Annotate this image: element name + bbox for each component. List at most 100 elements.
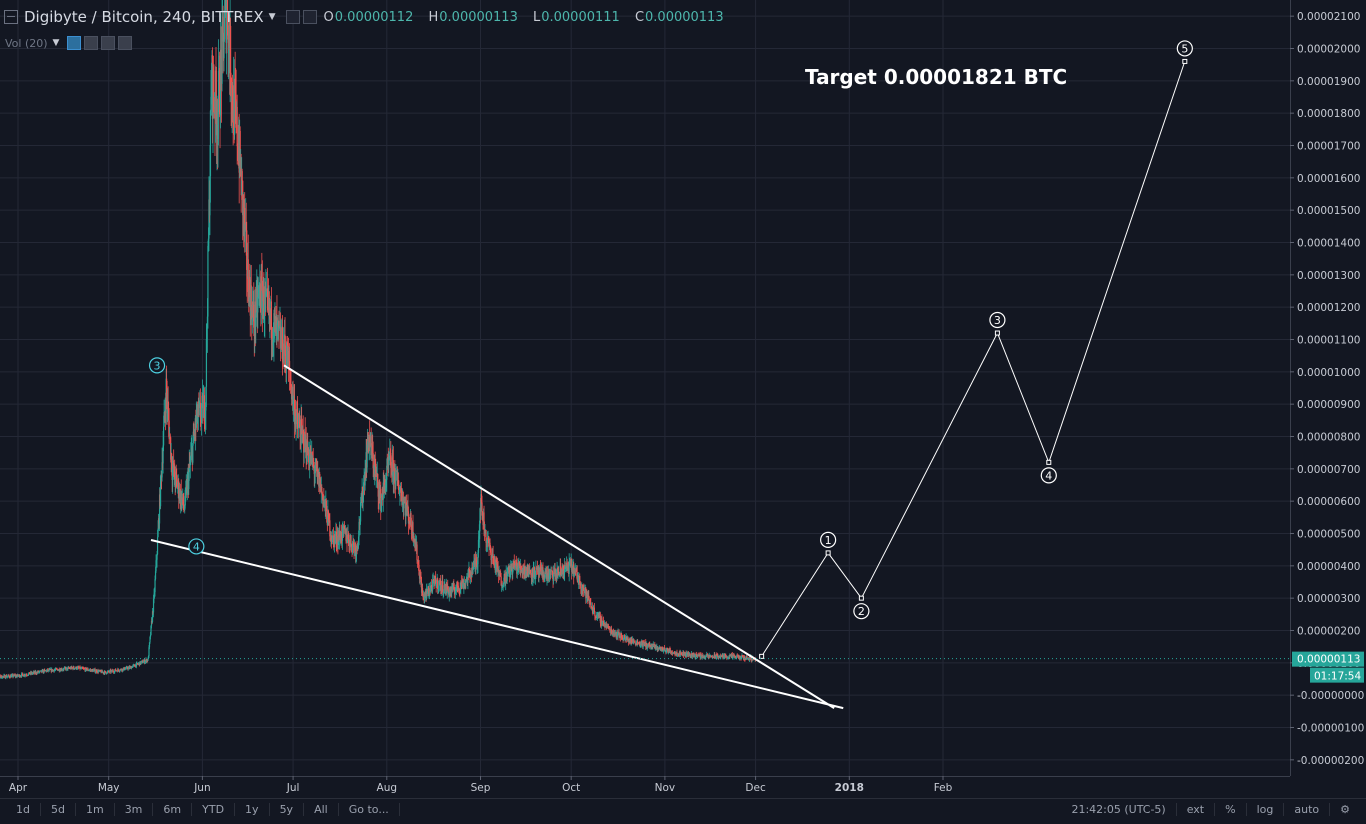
close-icon[interactable] [118,36,132,50]
wave-label: 4 [1045,469,1052,482]
percent-toggle[interactable]: % [1215,803,1246,816]
y-tick-label: 0.00000600 [1297,496,1360,508]
last-price-label: 0.00000113 [1297,654,1360,666]
volume-label[interactable]: Vol (20) [5,37,48,50]
x-tick-label: Dec [745,782,766,794]
y-tick-label: -0.00000200 [1297,755,1364,767]
menu-icon[interactable] [4,10,18,24]
y-tick-label: 0.00001900 [1297,76,1360,88]
range-button[interactable]: 3m [115,803,154,816]
range-button[interactable]: 1m [76,803,115,816]
y-tick-label: 0.00002100 [1297,11,1360,23]
low-value: 0.00000111 [541,10,620,25]
plus-icon[interactable] [101,36,115,50]
ohlc-values: O0.00000112 H0.00000113 L0.00000111 C0.0… [324,10,735,25]
chevron-down-icon[interactable]: ▼ [269,12,276,22]
candle-body [154,579,155,592]
y-tick-label: 0.00000900 [1297,399,1360,411]
y-tick-label: 0.00002000 [1297,44,1360,56]
wave-point[interactable] [826,551,830,555]
settings-gear-icon[interactable]: ⚙ [1330,803,1360,816]
candle-body [671,651,672,652]
candle-body [635,642,636,643]
high-key: H [428,10,438,25]
y-tick-label: 0.00001700 [1297,141,1360,153]
y-tick-label: 0.00001200 [1297,302,1360,314]
candle-body [73,667,74,669]
y-tick-label: 0.00000300 [1297,593,1360,605]
wave-point[interactable] [1183,59,1187,63]
candle-body [157,537,158,554]
range-button[interactable]: All [304,803,339,816]
x-tick-label: Apr [9,782,28,794]
candle-body [207,246,208,317]
candle-body [544,573,545,579]
candle-body [594,608,595,612]
candle-body [237,107,238,146]
range-button[interactable]: 5d [41,803,76,816]
price-axis[interactable]: 0.000021000.000020000.000019000.00001800… [1290,0,1366,776]
candle-body [367,451,368,468]
wave-point[interactable] [1047,460,1051,464]
trendline[interactable] [284,365,834,708]
candle-body [142,663,143,664]
target-annotation: Target 0.00001821 BTC [805,65,1067,89]
eye-icon[interactable] [67,36,81,50]
range-button[interactable]: 1d [6,803,41,816]
range-button[interactable]: 1y [235,803,270,816]
symbol-title[interactable]: Digibyte / Bitcoin, 240, BITTREX [24,8,264,26]
y-tick-label: 0.00001600 [1297,173,1360,185]
wave-label: 1 [825,534,832,547]
y-tick-label: 0.00000500 [1297,529,1360,541]
chart-options: 21:42:05 (UTC-5) ext % log auto ⚙ [1061,803,1360,816]
close-key: C [635,10,644,25]
clock-readout[interactable]: 21:42:05 (UTC-5) [1061,803,1176,816]
high-value: 0.00000113 [439,10,518,25]
y-tick-label: 0.00001500 [1297,205,1360,217]
gear-icon[interactable] [84,36,98,50]
wave-label: 3 [994,314,1001,327]
range-button[interactable]: Go to... [339,803,400,816]
auto-toggle[interactable]: auto [1284,803,1330,816]
range-button[interactable]: YTD [192,803,235,816]
log-toggle[interactable]: log [1247,803,1285,816]
compare-icon[interactable] [286,10,300,24]
candle-body [389,460,390,461]
y-tick-label: -0.00000100 [1297,723,1364,735]
open-value: 0.00000112 [335,10,414,25]
wave-label: 4 [193,540,200,553]
chevron-down-icon[interactable]: ▼ [53,38,60,48]
close-value: 0.00000113 [645,10,724,25]
wave-label: 2 [858,605,865,618]
elliott-wave-projection[interactable] [762,61,1185,656]
y-tick-label: 0.00001100 [1297,335,1360,347]
indicator-icon[interactable] [303,10,317,24]
ext-toggle[interactable]: ext [1177,803,1215,816]
y-tick-label: -0.00000000 [1297,690,1364,702]
wave-point[interactable] [995,331,999,335]
countdown-label: 01:17:54 [1314,671,1361,683]
range-button[interactable]: 6m [153,803,192,816]
candle-body [163,427,164,446]
y-tick-label: 0.00001000 [1297,367,1360,379]
candle-body [192,443,193,463]
chart-header: Digibyte / Bitcoin, 240, BITTREX ▼ O0.00… [0,0,1290,44]
candle-body [350,535,351,545]
volume-row: Vol (20) ▼ [5,36,135,50]
wave-label: 5 [1181,42,1188,55]
candle-body [210,111,211,177]
range-button[interactable]: 5y [270,803,305,816]
candle-body [447,586,448,590]
x-tick-label: Oct [562,782,580,794]
wave-point[interactable] [859,596,863,600]
x-tick-label: Jul [286,782,300,794]
x-tick-label: 2018 [835,782,864,794]
open-key: O [324,10,334,25]
x-tick-label: Nov [655,782,676,794]
wave-point[interactable] [760,654,764,658]
